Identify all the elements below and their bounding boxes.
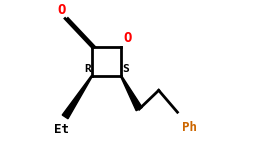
Polygon shape xyxy=(62,76,92,119)
Text: O: O xyxy=(57,3,65,17)
Polygon shape xyxy=(120,76,142,111)
Text: Ph: Ph xyxy=(181,121,196,134)
Text: S: S xyxy=(122,64,129,74)
Text: O: O xyxy=(123,31,131,45)
Text: Et: Et xyxy=(54,123,69,136)
Text: R: R xyxy=(84,64,90,74)
